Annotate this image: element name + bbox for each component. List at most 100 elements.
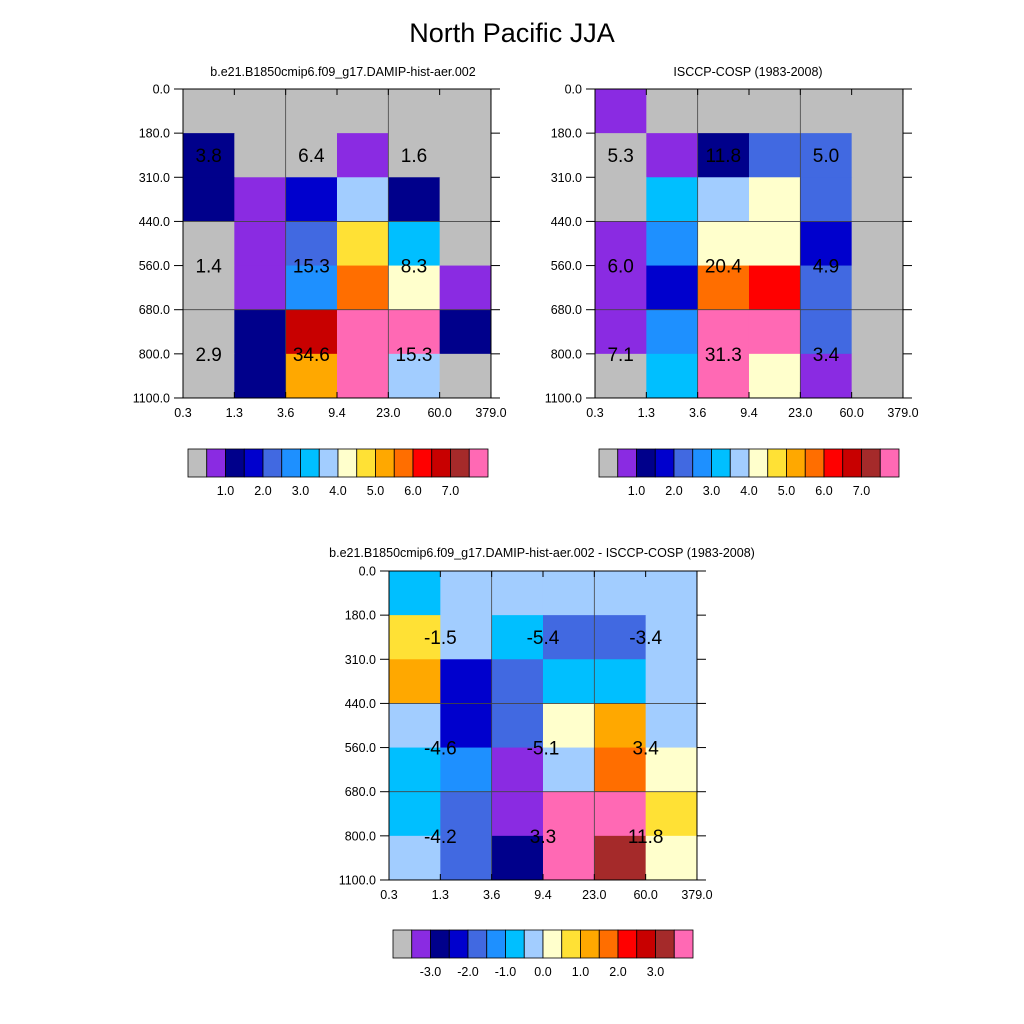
y-tick-label: 680.0 [551,303,582,317]
heatmap-cell [234,133,287,178]
colorbar-box [823,448,844,478]
x-tick-label: 1.3 [226,406,243,420]
y-tick-label: 180.0 [551,127,582,141]
colorbar-box [225,448,245,478]
heatmap-cell [851,309,904,355]
y-tick-label: 560.0 [345,741,376,755]
heatmap-cell [800,353,853,399]
heatmap-cell [491,791,544,837]
heatmap-cell [748,309,801,355]
colorbar-box [842,448,862,478]
x-tick-label: 9.4 [328,406,345,420]
colorbar-label: 6.0 [404,484,421,498]
heatmap-cell [800,221,853,267]
colorbar-box [655,929,675,959]
colorbar-box [430,929,450,959]
heatmap-cell [336,265,389,311]
heatmap-cell [183,309,235,355]
colorbar-box [542,929,563,959]
heatmap-cell [542,791,595,837]
colorbar-label: 0.0 [534,965,551,979]
colorbar-box [505,929,525,959]
cell-value-label: 5.3 [607,146,633,167]
heatmap-cell [440,571,493,616]
heatmap-cell [439,309,492,355]
x-tick-label: 1.3 [638,406,655,420]
heatmap-cell [645,615,698,660]
heatmap-cell [336,221,389,267]
heatmap-cell [851,221,904,267]
cell-value-label: 6.4 [298,146,325,167]
y-tick-label: 180.0 [345,609,376,623]
heatmap-cell [646,89,699,134]
x-tick-label: 379.0 [887,406,918,420]
heatmap-cell [646,265,699,311]
heatmap-cell [285,353,338,399]
colorbar-box [187,448,208,478]
colorbar-box [561,929,581,959]
cell-value-label: 11.8 [628,827,664,848]
heatmap-cell [542,615,595,660]
heatmap-cell [645,703,698,749]
colorbar-label: -1.0 [495,965,517,979]
y-tick-label: 440.0 [345,697,376,711]
colorbar-box [450,448,470,478]
heatmap-cell [389,659,441,704]
cell-value-label: 8.3 [401,257,427,278]
heatmap-cell [851,353,904,399]
heatmap-cell [645,659,698,704]
x-tick-label: 23.0 [788,406,812,420]
colorbar-box [206,448,226,478]
heatmap-cell [439,353,492,399]
colorbar-label: 1.0 [572,965,589,979]
colorbar-box [318,448,339,478]
heatmap-cell [851,133,904,178]
y-tick-label: 0.0 [359,565,376,579]
cell-value-label: 3.4 [632,739,659,760]
heatmap-cell [594,703,647,749]
colorbar-box [598,448,619,478]
y-tick-label: 440.0 [139,215,170,229]
heatmap-cell [336,89,389,134]
heatmap-cell [697,177,750,222]
colorbar-box [431,448,451,478]
figure-title: North Pacific JJA [409,18,615,48]
x-tick-label: 0.3 [174,406,191,420]
cell-value-label: -4.6 [424,739,457,760]
colorbar-box [748,448,769,478]
x-tick-label: 0.3 [380,888,397,902]
heatmap-cell [595,133,647,178]
heatmap-cell [440,703,493,749]
heatmap-cell [594,659,647,704]
colorbar-box [392,929,413,959]
heatmap-cell [542,835,595,881]
heatmap-cell [285,309,338,355]
heatmap-cell [285,89,338,134]
colorbar-box [375,448,395,478]
heatmap-cell [748,353,801,399]
cell-value-label: 2.9 [195,345,221,366]
x-tick-label: 23.0 [376,406,400,420]
x-tick-label: 3.6 [483,888,500,902]
colorbar-label: 5.0 [778,484,795,498]
colorbar-label: 2.0 [609,965,626,979]
heatmap-cell [542,659,595,704]
heatmap-cell [851,265,904,311]
heatmap-cell [439,89,492,134]
heatmap-cell [183,89,235,134]
heatmap-cell [336,309,389,355]
colorbar-label: -3.0 [420,965,442,979]
heatmap-cell [594,835,647,881]
heatmap-cell [388,221,441,267]
colorbar-box [861,448,881,478]
cell-value-label: 15.3 [395,345,432,366]
cell-value-label: -5.1 [527,739,560,760]
heatmap-cell [595,309,647,355]
cell-value-label: 1.6 [401,146,427,167]
x-tick-label: 1.3 [432,888,449,902]
colorbar-box [468,448,489,478]
colorbar-label: 6.0 [815,484,832,498]
x-tick-label: 60.0 [427,406,451,420]
colorbar-box [448,929,469,959]
heatmap-cell [595,221,647,267]
